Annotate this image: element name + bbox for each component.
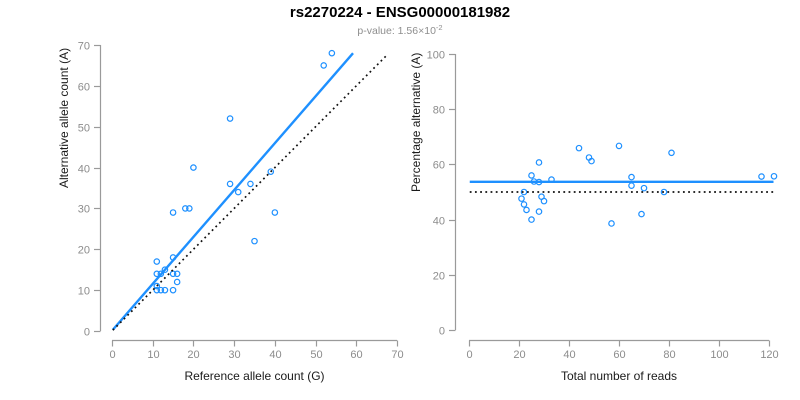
data-point xyxy=(520,201,528,208)
data-point xyxy=(523,206,530,214)
data-point xyxy=(226,115,234,122)
data-point xyxy=(528,216,535,223)
x-tick-label: 0 xyxy=(466,349,472,361)
right-scatter-plot: 0 20 40 60 80 100 120 0 20 40 60 80 100 xyxy=(427,49,779,361)
right-x-axis-title: Total number of reads xyxy=(560,369,678,383)
data-point xyxy=(157,270,165,278)
page-title: rs2270224 - ENSG00000181982 xyxy=(289,4,511,21)
data-point xyxy=(173,278,181,286)
x-tick-label: 70 xyxy=(391,349,403,361)
data-point xyxy=(271,209,279,216)
x-tick-label: 120 xyxy=(760,349,778,361)
data-point xyxy=(668,149,675,157)
data-point xyxy=(169,209,177,216)
x-tick-label: 30 xyxy=(228,349,240,361)
data-point xyxy=(615,142,623,150)
data-point xyxy=(190,164,197,171)
data-point xyxy=(328,49,336,57)
data-point xyxy=(153,286,161,294)
data-point xyxy=(169,270,177,278)
y-tick-label: 20 xyxy=(78,244,90,256)
left-scatter-plot: 0 10 20 30 40 50 60 70 0 10 20 30 40 50 60 70 xyxy=(78,40,404,361)
x-tick-label: 40 xyxy=(269,349,281,361)
y-tick-label: 80 xyxy=(433,104,445,116)
data-point xyxy=(320,62,328,69)
y-tick-label: 60 xyxy=(433,159,445,171)
data-point xyxy=(161,286,169,294)
x-tick-label: 100 xyxy=(710,349,728,361)
data-point xyxy=(518,195,525,202)
x-tick-label: 50 xyxy=(310,349,322,361)
data-point xyxy=(153,258,161,265)
x-tick-label: 40 xyxy=(563,349,575,361)
p-value-exponent: -2 xyxy=(435,23,443,32)
data-point xyxy=(251,237,258,245)
data-point xyxy=(173,270,181,278)
data-point xyxy=(608,220,615,227)
data-point xyxy=(588,157,595,165)
data-point xyxy=(520,188,528,196)
y-tick-label: 100 xyxy=(427,49,445,61)
p-value-text: p-value: 1.56×10 xyxy=(357,25,436,37)
data-point xyxy=(540,197,548,205)
data-point xyxy=(234,188,242,196)
data-point xyxy=(758,173,765,180)
data-point xyxy=(186,205,193,212)
y-tick-label: 20 xyxy=(433,270,445,282)
x-tick-label: 20 xyxy=(187,349,199,361)
data-point xyxy=(535,208,543,215)
regression-line xyxy=(111,52,354,331)
data-point xyxy=(660,188,668,196)
data-point xyxy=(628,173,635,181)
data-point xyxy=(153,270,161,278)
y-tick-label: 70 xyxy=(78,40,90,52)
y-tick-label: 40 xyxy=(78,163,90,175)
left-x-axis-title: Reference allele count (G) xyxy=(184,369,325,383)
data-point xyxy=(181,205,189,212)
data-point xyxy=(535,159,543,166)
y-tick-label: 10 xyxy=(78,285,90,297)
x-tick-label: 80 xyxy=(663,349,675,361)
data-point xyxy=(161,266,169,274)
y-tick-label: 60 xyxy=(78,81,90,93)
identity-line xyxy=(112,54,388,331)
data-point xyxy=(770,172,778,180)
data-point xyxy=(267,168,275,175)
data-point xyxy=(575,144,583,152)
data-point xyxy=(226,180,234,188)
y-tick-label: 0 xyxy=(84,326,90,338)
data-point xyxy=(640,184,648,192)
p-value-subtitle: p-value: 1.56×10-2 xyxy=(0,23,800,37)
data-point xyxy=(157,286,165,294)
y-tick-label: 40 xyxy=(433,215,445,227)
data-point xyxy=(638,210,645,218)
data-point xyxy=(528,172,535,179)
data-point xyxy=(628,182,635,189)
x-tick-label: 10 xyxy=(147,349,159,361)
y-tick-label: 50 xyxy=(78,122,90,134)
y-tick-label: 0 xyxy=(439,325,445,337)
x-tick-label: 60 xyxy=(350,349,362,361)
y-tick-label: 30 xyxy=(78,203,90,215)
x-tick-label: 60 xyxy=(613,349,625,361)
x-tick-label: 20 xyxy=(513,349,525,361)
x-tick-label: 0 xyxy=(109,349,115,361)
data-point xyxy=(153,282,161,290)
data-point xyxy=(247,180,254,188)
data-point xyxy=(169,286,177,294)
